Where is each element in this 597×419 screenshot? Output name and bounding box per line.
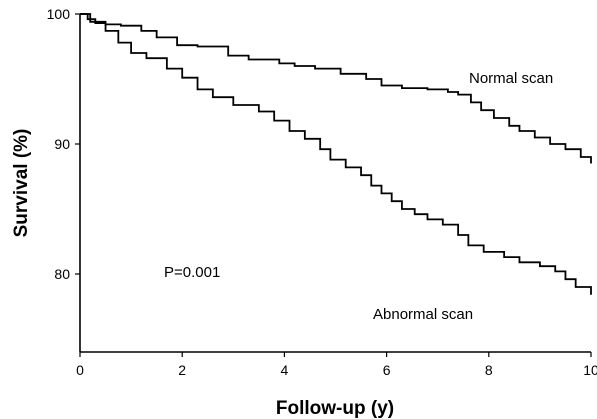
y-axis-title: Survival (%) [11, 129, 32, 238]
x-tick-label: 4 [281, 362, 289, 378]
abnormal-scan-curve [80, 13, 592, 295]
p-value-label: P=0.001 [164, 264, 220, 281]
normal-scan-label: Normal scan [469, 70, 553, 87]
x-tick-label: 2 [178, 362, 186, 378]
x-tick-label: 8 [485, 362, 493, 378]
x-axis-title: Follow-up (y) [276, 398, 394, 419]
y-tick-label: 80 [54, 266, 70, 282]
curves-layer [80, 13, 592, 295]
ticks-layer: 0 2 4 6 8 10 80 90 100 [47, 6, 597, 378]
y-tick-label: 100 [47, 6, 71, 22]
abnormal-scan-label: Abnormal scan [373, 306, 473, 323]
y-tick-label: 90 [54, 136, 70, 152]
normal-scan-curve [80, 13, 592, 164]
x-tick-label: 6 [383, 362, 391, 378]
x-tick-label: 10 [583, 362, 597, 378]
x-tick-label: 0 [76, 362, 84, 378]
